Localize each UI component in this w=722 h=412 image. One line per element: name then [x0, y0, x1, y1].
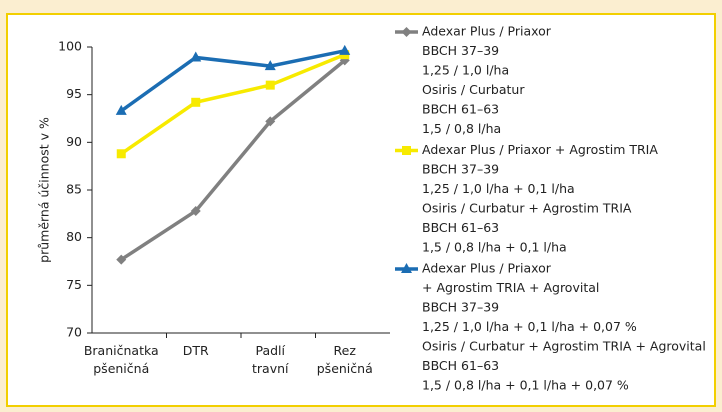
marker [265, 80, 275, 90]
marker [401, 263, 412, 273]
marker [115, 104, 127, 115]
legend-label: Adexar Plus / Priaxor [422, 24, 552, 39]
series-line [120, 49, 346, 113]
x-tick-label-line: Braničnatka [84, 343, 159, 358]
series-line [120, 53, 346, 156]
x-tick-label: Braničnatka pšeničná [84, 343, 159, 376]
y-tick-label: 75 [66, 277, 82, 292]
y-tick-label: 85 [66, 182, 82, 197]
marker [116, 254, 127, 265]
panel [6, 13, 716, 407]
legend-label: BBCH 61–63 [422, 220, 499, 235]
x-tick-label: Padlí travní [252, 343, 289, 376]
marker [190, 51, 202, 62]
legend-label: BBCH 37–39 [422, 300, 499, 315]
legend-label: BBCH 61–63 [422, 358, 499, 373]
x-tick-label-line: Padlí [255, 343, 285, 358]
legend-label: 1,25 / 1,0 l/ha [422, 63, 509, 78]
x-tick-label: Rez pšeničná [317, 343, 373, 376]
marker [402, 146, 411, 155]
marker [401, 27, 412, 37]
x-tick-label-line: pšeničná [93, 361, 149, 376]
legend-label: 1,5 / 0,8 l/ha + 0,1 l/ha [422, 240, 567, 255]
legend-label: Adexar Plus / Priaxor [422, 261, 552, 276]
marker [339, 44, 351, 55]
x-tick-label-line: DTR [183, 343, 209, 358]
legend-label: 1,5 / 0,8 l/ha [422, 121, 501, 136]
legend-label: Osiris / Curbatur [422, 82, 525, 97]
x-tick-label-line: pšeničná [317, 361, 373, 376]
x-tick-label-line: travní [252, 361, 289, 376]
y-tick-label: 80 [66, 229, 82, 244]
marker [116, 149, 126, 159]
series-line [120, 58, 346, 262]
x-tick-label: DTR [183, 343, 209, 358]
legend-label: Adexar Plus / Priaxor + Agrostim TRIA [422, 142, 658, 157]
legend-label: 1,25 / 1,0 l/ha + 0,1 l/ha + 0,07 % [422, 319, 637, 334]
legend-label: BBCH 37–39 [422, 43, 499, 58]
legend-label: BBCH 37–39 [422, 162, 499, 177]
y-tick-label: 95 [66, 86, 82, 101]
legend-label: BBCH 61–63 [422, 102, 499, 117]
legend-label: 1,25 / 1,0 l/ha + 0,1 l/ha [422, 181, 575, 196]
y-tick-label: 100 [58, 39, 82, 54]
legend-label: Osiris / Curbatur + Agrostim TRIA + Agro… [422, 339, 706, 354]
legend-label: Osiris / Curbatur + Agrostim TRIA [422, 201, 632, 216]
marker [264, 60, 276, 71]
marker [190, 205, 201, 216]
marker [265, 116, 276, 127]
y-tick-label: 70 [66, 325, 82, 340]
legend-label: + Agrostim TRIA + Agrovital [422, 280, 599, 295]
x-tick-label-line: Rez [334, 343, 357, 358]
legend-label: 1,5 / 0,8 l/ha + 0,1 l/ha + 0,07 % [422, 378, 629, 393]
y-tick-label: 90 [66, 134, 82, 149]
y-axis-label: průměrná účinnost v % [37, 117, 52, 263]
marker [191, 97, 201, 107]
